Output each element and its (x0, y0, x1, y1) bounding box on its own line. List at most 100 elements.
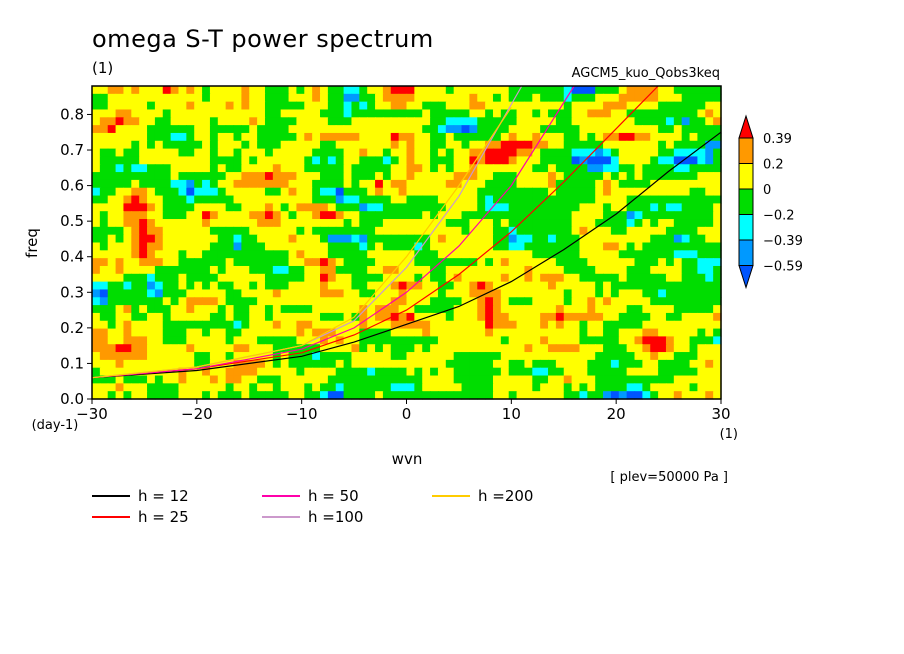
heatmap-cell (272, 125, 282, 134)
heatmap-cell (272, 258, 282, 267)
heatmap-cell (288, 297, 298, 306)
heatmap-cell (485, 305, 494, 314)
heatmap-cell (485, 391, 494, 400)
heatmap-cell (437, 93, 447, 103)
heatmap-cell (587, 140, 596, 150)
heatmap-cell (217, 367, 227, 377)
heatmap-cell (524, 179, 533, 189)
heatmap-cell (697, 367, 706, 377)
heatmap-cell (485, 242, 494, 251)
heatmap-cell (705, 109, 714, 118)
heatmap-cell (107, 258, 117, 267)
heatmap-cell (296, 226, 305, 236)
heatmap-cell (249, 265, 258, 275)
heatmap-cell (123, 344, 132, 353)
heatmap-cell (123, 132, 132, 142)
heatmap-cell (579, 179, 588, 189)
heatmap-cell (139, 305, 148, 314)
heatmap-cell (689, 305, 699, 314)
heatmap-cell (532, 312, 541, 322)
heatmap-cell (351, 219, 360, 228)
heatmap-cell (430, 125, 439, 134)
heatmap-cell (272, 273, 282, 283)
heatmap-cell (335, 391, 345, 400)
heatmap-cell (492, 352, 502, 361)
heatmap-cell (202, 164, 211, 173)
heatmap-cell (642, 328, 651, 338)
heatmap-cell (202, 359, 211, 369)
heatmap-cell (92, 226, 101, 236)
heatmap-cell (650, 391, 659, 400)
heatmap-cell (343, 312, 353, 322)
colorbar-swatch (738, 137, 754, 164)
heatmap-cell (406, 391, 415, 400)
heatmap-cell (92, 391, 101, 400)
heatmap-cell (343, 234, 353, 244)
heatmap-cell (351, 336, 360, 345)
heatmap-cell (508, 320, 518, 330)
heatmap-cell (375, 297, 384, 306)
heatmap-cell (170, 265, 180, 275)
heatmap-cell (540, 93, 549, 103)
heatmap-cell (610, 367, 620, 377)
heatmap-cell (650, 117, 659, 126)
heatmap-cell (327, 328, 337, 338)
heatmap-cell (689, 242, 699, 251)
heatmap-cell (673, 273, 683, 283)
heatmap-cell (689, 250, 699, 259)
heatmap-cell (123, 125, 132, 134)
heatmap-cell (658, 164, 667, 173)
heatmap-cell (131, 140, 140, 150)
heatmap-cell (445, 101, 455, 111)
heatmap-cell (642, 234, 651, 244)
heatmap-cell (461, 359, 470, 369)
heatmap-cell (367, 172, 376, 181)
heatmap-cell (217, 179, 227, 189)
heatmap-cell (162, 101, 172, 111)
heatmap-cell (658, 179, 667, 189)
heatmap-cell (280, 101, 290, 111)
heatmap-cell (107, 219, 117, 228)
heatmap-cell (351, 109, 360, 118)
heatmap-cell (359, 328, 368, 338)
heatmap-cell (524, 258, 533, 267)
heatmap-cell (335, 312, 345, 322)
heatmap-cell (320, 258, 329, 267)
heatmap-cell (202, 265, 211, 275)
heatmap-cell (272, 219, 282, 228)
heatmap-cell (351, 367, 360, 377)
heatmap-cell (233, 109, 242, 118)
heatmap-cell (563, 336, 573, 345)
heatmap-cell (398, 132, 408, 142)
heatmap-cell (178, 391, 187, 400)
heatmap-cell (139, 297, 148, 306)
heatmap-cell (147, 383, 156, 392)
heatmap-cell (414, 336, 423, 345)
heatmap-cell (610, 156, 620, 165)
heatmap-cell (92, 132, 101, 142)
heatmap-cell (272, 297, 282, 306)
heatmap-cell (658, 132, 667, 142)
heatmap-cell (406, 140, 415, 150)
heatmap-cell (430, 281, 439, 291)
heatmap-cell (99, 375, 109, 384)
heatmap-cell (524, 265, 533, 275)
heatmap-cell (595, 195, 604, 204)
heatmap-cell (390, 109, 400, 118)
heatmap-cell (697, 383, 706, 392)
heatmap-cell (571, 203, 581, 212)
heatmap-cell (477, 297, 486, 306)
heatmap-cell (540, 359, 549, 369)
heatmap-cell (430, 164, 439, 173)
heatmap-cell (162, 352, 172, 361)
heatmap-cell (665, 305, 675, 314)
heatmap-cell (194, 187, 203, 197)
heatmap-cell (382, 93, 392, 103)
heatmap-cell (422, 242, 431, 251)
heatmap-cell (343, 359, 353, 369)
heatmap-cell (280, 195, 290, 204)
heatmap-cell (414, 375, 423, 384)
heatmap-cell (689, 140, 699, 150)
heatmap-cell (492, 117, 502, 126)
heatmap-cell (312, 305, 321, 314)
